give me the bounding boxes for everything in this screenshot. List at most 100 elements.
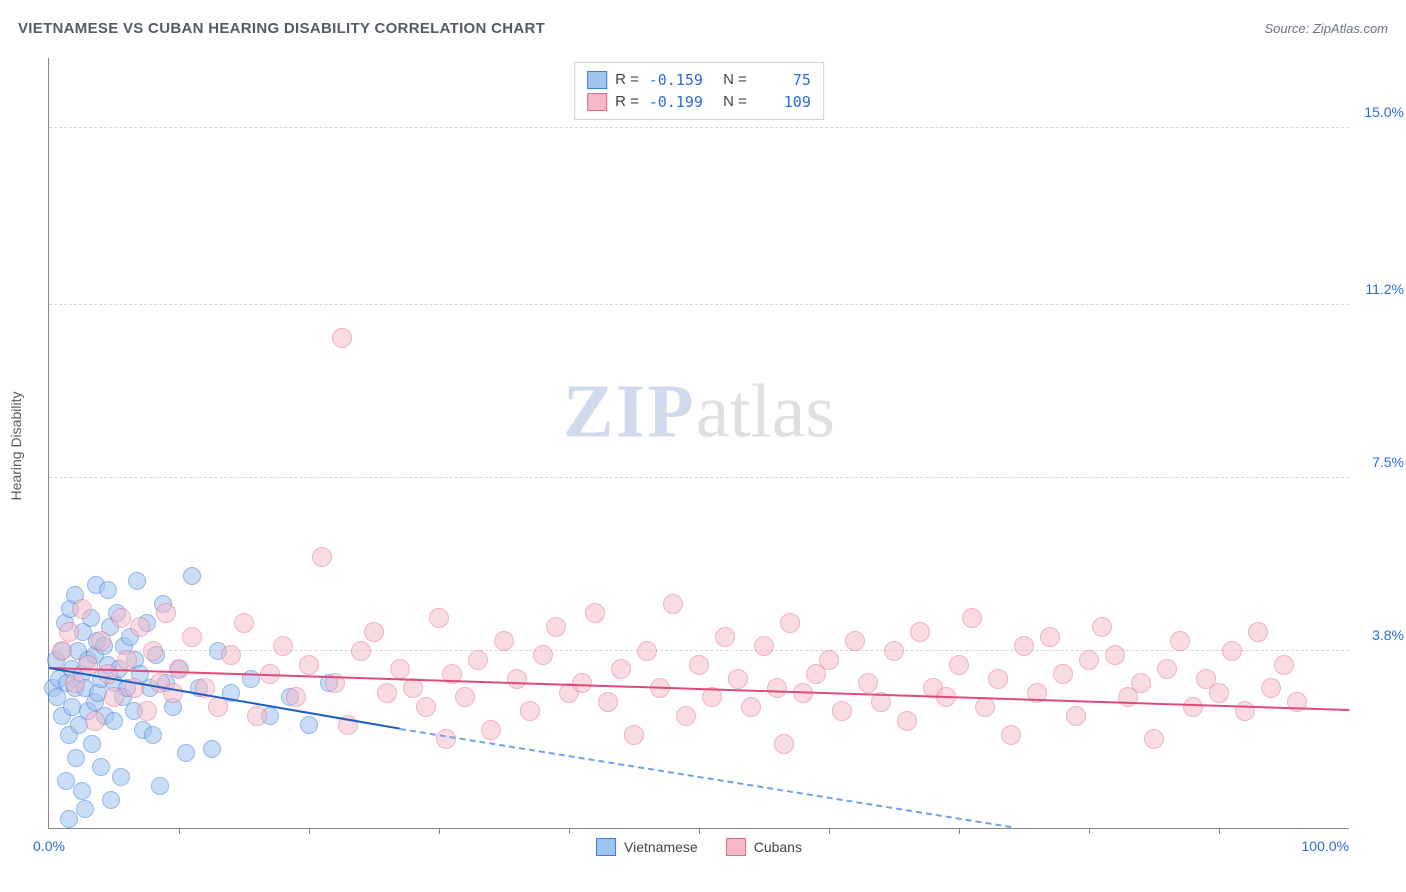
ytick-label: 3.8% <box>1354 627 1404 643</box>
data-point <box>91 631 111 651</box>
data-point <box>1079 650 1099 670</box>
data-point <box>494 631 514 651</box>
data-point <box>74 623 92 641</box>
xtick <box>829 828 830 834</box>
data-point <box>76 800 94 818</box>
data-point <box>50 670 68 688</box>
data-point <box>61 600 79 618</box>
data-point <box>416 697 436 717</box>
swatch-vietnamese <box>587 71 607 89</box>
data-point <box>111 608 131 628</box>
r-label-2: R = <box>615 91 639 113</box>
data-point <box>520 701 540 721</box>
data-point <box>104 687 124 707</box>
ytick-label: 15.0% <box>1354 104 1404 120</box>
data-point <box>1118 687 1138 707</box>
data-point <box>455 687 475 707</box>
data-point <box>910 622 930 642</box>
data-point <box>108 604 126 622</box>
data-point <box>105 712 123 730</box>
data-point <box>163 683 183 703</box>
data-point <box>63 698 81 716</box>
legend-label-vietnamese: Vietnamese <box>624 839 698 855</box>
data-point <box>150 673 170 693</box>
data-point <box>1001 725 1021 745</box>
data-point <box>96 707 114 725</box>
legend-item-cubans: Cubans <box>726 838 802 856</box>
data-point <box>281 688 299 706</box>
n-label-1: N = <box>723 69 747 91</box>
data-point <box>130 617 150 637</box>
data-point <box>1183 697 1203 717</box>
data-point <box>156 603 176 623</box>
data-point <box>299 655 319 675</box>
data-point <box>832 701 852 721</box>
data-point <box>1157 659 1177 679</box>
data-point <box>69 642 87 660</box>
data-point <box>112 768 130 786</box>
data-point <box>53 642 71 660</box>
data-point <box>138 614 156 632</box>
chart-source: Source: ZipAtlas.com <box>1264 21 1388 36</box>
data-point <box>1222 641 1242 661</box>
r-value-1: -0.159 <box>647 69 703 91</box>
data-point <box>611 659 631 679</box>
data-point <box>72 599 92 619</box>
data-point <box>332 328 352 348</box>
data-point <box>741 697 761 717</box>
stats-legend: R = -0.159 N = 75 R = -0.199 N = 109 <box>574 62 824 120</box>
data-point <box>273 636 293 656</box>
data-point <box>429 608 449 628</box>
xtick <box>569 828 570 834</box>
data-point <box>1092 617 1112 637</box>
series-legend: Vietnamese Cubans <box>596 838 802 856</box>
data-point <box>137 701 157 721</box>
data-point <box>44 679 62 697</box>
data-point <box>66 586 84 604</box>
data-point <box>390 659 410 679</box>
swatch-cubans <box>587 93 607 111</box>
data-point <box>66 679 84 697</box>
data-point <box>1066 706 1086 726</box>
data-point <box>76 679 94 697</box>
data-point <box>59 622 79 642</box>
data-point <box>767 678 787 698</box>
data-point <box>82 609 100 627</box>
data-point <box>52 641 72 661</box>
data-point <box>774 734 794 754</box>
data-point <box>1261 678 1281 698</box>
data-point <box>546 617 566 637</box>
data-point <box>1235 701 1255 721</box>
data-point <box>117 650 137 670</box>
data-point <box>203 740 221 758</box>
data-point <box>154 595 172 613</box>
data-point <box>73 782 91 800</box>
data-point <box>60 726 78 744</box>
swatch-cubans-bottom <box>726 838 746 856</box>
xtick-label-left: 0.0% <box>33 838 65 854</box>
data-point <box>689 655 709 675</box>
grid-line <box>49 127 1349 128</box>
data-point <box>209 642 227 660</box>
chart-title: VIETNAMESE VS CUBAN HEARING DISABILITY C… <box>18 20 545 37</box>
data-point <box>53 707 71 725</box>
n-label-2: N = <box>723 91 747 113</box>
data-point <box>48 688 66 706</box>
data-point <box>1248 622 1268 642</box>
data-point <box>1014 636 1034 656</box>
data-point <box>286 687 306 707</box>
ytick-label: 7.5% <box>1354 454 1404 470</box>
data-point <box>845 631 865 651</box>
data-point <box>144 726 162 744</box>
legend-item-vietnamese: Vietnamese <box>596 838 698 856</box>
data-point <box>128 572 146 590</box>
data-point <box>65 673 85 693</box>
data-point <box>85 711 105 731</box>
n-value-2: 109 <box>755 91 811 113</box>
data-point <box>949 655 969 675</box>
data-point <box>67 749 85 767</box>
data-point <box>88 632 106 650</box>
data-point <box>121 628 139 646</box>
data-point <box>134 721 152 739</box>
data-point <box>377 683 397 703</box>
